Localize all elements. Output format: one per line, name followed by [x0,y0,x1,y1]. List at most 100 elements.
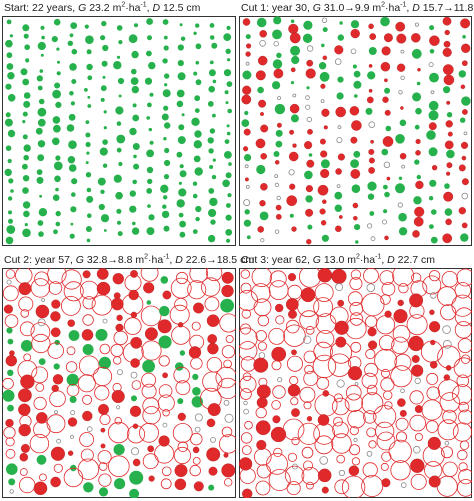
tree-remaining [133,163,140,170]
tree-remaining [101,20,107,27]
tree-removed [5,418,14,428]
tree-removed [287,273,297,282]
tree-remaining [208,69,216,77]
tree-remaining [68,164,77,172]
tree-remaining [162,58,168,64]
tree-remaining [355,240,359,244]
tree-removed [239,457,253,471]
tree-remaining [22,120,26,124]
tree-past [344,393,364,412]
tree-past [331,397,350,416]
tree-past [5,448,16,459]
tree-past [175,380,191,396]
tree-removed [260,183,268,191]
tree-dead [245,184,250,189]
tree-remaining [22,78,30,86]
tree-dead [370,236,376,242]
tree-remaining [444,208,453,216]
tree-removed [20,374,35,389]
tree-past [440,304,457,321]
tree-remaining [38,98,45,105]
tree-removed [383,33,393,43]
tree-removed [380,61,391,72]
tree-remaining [256,17,267,28]
tree-remaining [8,178,14,184]
tree-remaining [132,143,140,150]
tree-removed [443,374,450,381]
tree-dead [245,61,250,66]
tree-past [442,409,457,425]
tree-remaining [82,344,94,355]
tree-removed [259,30,267,38]
tree-remaining [195,216,200,222]
tree-removed [193,481,204,492]
tree-past [187,280,207,300]
tree-past [240,269,251,279]
tree-remaining [319,71,330,82]
tree-dead [116,405,121,410]
tree-removed [369,33,377,40]
tree-past [379,270,395,286]
tree-past [329,341,353,364]
tree-remaining [212,79,217,84]
tree-past [375,421,395,441]
tree-past [175,271,189,285]
tree-removed [288,309,297,319]
tree-past [255,480,271,496]
tree-remaining [118,40,123,45]
tree-remaining [160,276,169,284]
tree-remaining [162,89,171,98]
tree-remaining [35,127,43,135]
tree-removed [288,23,299,34]
tree-remaining [178,124,185,131]
panel-title-start: Start: 22 years, G 23.2 m2·ha-1, D 12.5 … [4,1,201,15]
tree-past [257,341,268,351]
tree-removed [115,323,124,332]
tree-remaining [415,107,422,115]
tree-past [160,478,172,490]
tree-remaining [148,214,155,221]
tree-remaining [368,47,377,55]
tree-remaining [381,148,389,156]
tree-dead [274,182,280,187]
tree-removed [446,100,451,105]
tree-past [394,353,412,371]
tree-past [296,294,320,318]
tree-remaining [412,92,422,102]
tree-past [287,355,304,372]
tree-remaining [20,340,33,352]
tree-removed [81,329,94,341]
tree-removed [460,18,471,29]
tree-remaining [113,444,125,456]
tree-past [255,330,267,342]
tree-remaining [164,147,170,154]
tree-removed [410,458,425,473]
tree-dead [463,131,468,136]
tree-remaining [320,159,330,169]
tree-removed [289,129,295,135]
tree-past [219,434,236,454]
tree-remaining [100,97,105,102]
tree-past [108,455,130,478]
tree-removed [397,299,404,307]
tree-removed [305,208,314,217]
tree-remaining [103,229,107,232]
tree-remaining [385,125,392,132]
tree-dead [260,238,265,243]
tree-past [30,322,51,342]
tree-removed [384,235,389,241]
tree-remaining [23,154,30,161]
tree-remaining [241,119,250,127]
tree-removed [317,414,330,426]
tree-past [271,400,281,410]
tree-remaining [220,298,235,313]
tree-removed [162,372,168,379]
tree-past [390,460,411,481]
tree-removed [334,320,349,335]
tree-remaining [244,209,250,215]
tree-past [283,324,306,347]
tree-remaining [226,131,231,136]
tree-dead [276,195,281,201]
tree-past [314,283,334,303]
tree-past [141,340,162,361]
